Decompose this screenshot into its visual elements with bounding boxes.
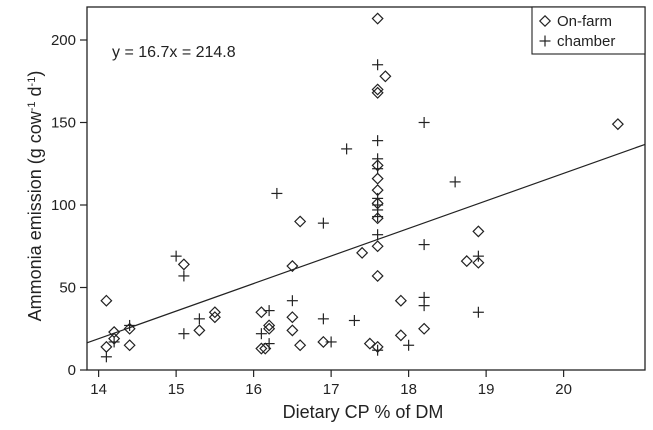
data-point-chamber — [372, 344, 384, 356]
data-point-chamber — [100, 351, 112, 363]
y-axis-title-main: Ammonia emission (g cow — [25, 110, 45, 321]
data-point-chamber — [317, 313, 329, 325]
data-point-chamber — [472, 250, 484, 262]
data-point-on-farm — [371, 83, 384, 96]
y-tick-label: 100 — [51, 197, 76, 214]
legend: On-farm chamber — [531, 6, 646, 55]
data-point-on-farm — [394, 294, 407, 307]
y-axis-title-sup1: -1 — [26, 101, 38, 111]
x-tick-label: 20 — [555, 381, 572, 398]
data-point-on-farm — [286, 260, 299, 273]
data-point-chamber — [418, 117, 430, 128]
data-point-on-farm — [286, 311, 299, 324]
x-tick-label: 18 — [400, 381, 417, 398]
legend-marker-chamber — [539, 35, 551, 47]
data-point-chamber — [372, 153, 384, 165]
y-tick-label: 200 — [51, 32, 76, 49]
x-tick-label: 19 — [478, 381, 495, 398]
y-tick-label: 150 — [51, 115, 76, 132]
data-point-chamber — [263, 338, 275, 350]
data-point-chamber — [271, 187, 283, 199]
x-axis-title: Dietary CP % of DM — [283, 402, 444, 422]
data-point-on-farm — [472, 256, 485, 269]
data-point-chamber — [372, 59, 384, 71]
regression-equation: y = 16.7x = 214.8 — [112, 44, 236, 61]
data-point-on-farm — [263, 319, 276, 332]
legend-label: On-farm — [557, 13, 612, 30]
data-point-on-farm — [371, 172, 384, 185]
data-point-chamber — [255, 328, 267, 340]
data-point-chamber — [108, 336, 120, 348]
data-point-chamber — [325, 336, 337, 348]
data-point-chamber — [418, 239, 430, 251]
data-point-on-farm — [472, 225, 485, 238]
data-point-chamber — [178, 270, 190, 282]
data-point-on-farm — [100, 294, 113, 307]
data-point-chamber — [372, 211, 384, 223]
y-tick-label: 0 — [68, 362, 76, 379]
data-point-on-farm — [611, 118, 624, 131]
data-point-on-farm — [371, 269, 384, 282]
data-point-on-farm — [263, 322, 276, 335]
data-point-on-farm — [123, 339, 136, 352]
data-point-on-farm — [371, 12, 384, 25]
data-point-on-farm — [286, 324, 299, 337]
data-point-chamber — [341, 143, 353, 155]
x-tick-label: 17 — [323, 381, 340, 398]
data-point-chamber — [472, 306, 484, 318]
data-point-on-farm — [177, 258, 190, 271]
data-point-on-farm — [371, 86, 384, 99]
data-point-on-farm — [356, 246, 369, 259]
data-point-on-farm — [379, 70, 392, 83]
data-point-chamber — [348, 315, 360, 326]
data-point-chamber — [193, 313, 205, 325]
y-axis-title-sup2: -1 — [26, 77, 38, 87]
y-tick-label: 50 — [59, 280, 76, 297]
data-point-on-farm — [208, 311, 221, 324]
x-tick-label: 16 — [245, 381, 262, 398]
data-point-chamber — [124, 319, 136, 331]
data-point-on-farm — [363, 337, 376, 350]
data-point-on-farm — [317, 335, 330, 348]
x-tick-label: 14 — [90, 381, 107, 398]
data-point-on-farm — [460, 255, 473, 268]
data-point-on-farm — [193, 324, 206, 337]
data-point-chamber — [263, 305, 275, 317]
y-axis-title: Ammonia emission (g cow-1 d-1) — [25, 71, 45, 322]
data-point-on-farm — [418, 322, 431, 335]
x-tick-label: 15 — [168, 381, 185, 398]
data-point-on-farm — [123, 322, 136, 335]
data-point-chamber — [372, 229, 384, 241]
data-point-chamber — [403, 339, 415, 351]
legend-marker-on-farm — [538, 14, 552, 28]
data-point-on-farm — [255, 306, 268, 319]
data-point-on-farm — [100, 340, 113, 353]
data-point-on-farm — [255, 342, 268, 355]
legend-box — [531, 6, 646, 55]
data-point-chamber — [372, 163, 384, 175]
legend-label: chamber — [557, 33, 615, 50]
y-axis-title-end: ) — [25, 71, 45, 77]
data-point-chamber — [449, 176, 461, 188]
data-point-chamber — [317, 217, 329, 229]
data-point-on-farm — [294, 215, 307, 228]
plot-frame — [86, 6, 646, 371]
data-point-on-farm — [208, 306, 221, 319]
data-point-chamber — [372, 135, 384, 147]
data-point-chamber — [286, 295, 298, 307]
data-point-on-farm — [371, 240, 384, 253]
y-axis-title-mid: d — [25, 86, 45, 101]
data-point-on-farm — [294, 339, 307, 352]
data-point-chamber — [178, 328, 190, 340]
data-point-chamber — [170, 250, 182, 262]
data-point-on-farm — [394, 329, 407, 342]
regression-line — [86, 143, 646, 344]
data-point-chamber — [418, 300, 430, 312]
